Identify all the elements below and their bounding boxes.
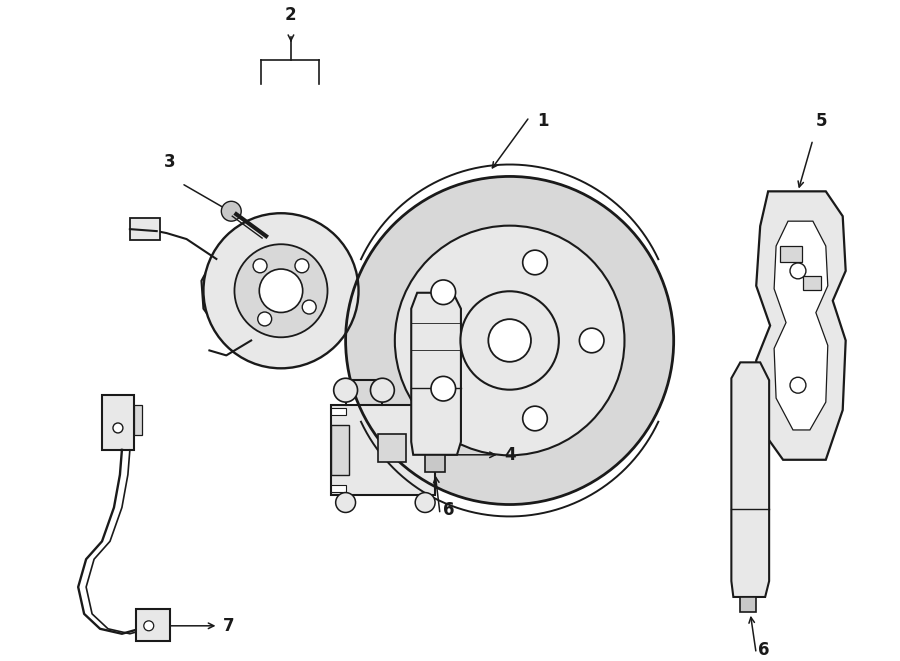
Circle shape: [790, 263, 806, 279]
Bar: [130, 218, 159, 240]
Bar: [378, 434, 406, 462]
Polygon shape: [732, 362, 770, 597]
Bar: [330, 405, 435, 494]
Polygon shape: [346, 176, 674, 504]
Circle shape: [580, 328, 604, 353]
Circle shape: [259, 269, 302, 313]
Circle shape: [113, 423, 123, 433]
Circle shape: [235, 244, 328, 337]
Circle shape: [203, 214, 358, 368]
Text: 6: 6: [443, 502, 454, 520]
Text: 2: 2: [285, 7, 297, 24]
Bar: [330, 425, 348, 475]
Polygon shape: [330, 408, 346, 415]
Polygon shape: [425, 455, 445, 472]
Circle shape: [523, 250, 547, 275]
Circle shape: [295, 259, 309, 273]
Text: 5: 5: [816, 112, 827, 130]
Bar: [102, 395, 134, 450]
Circle shape: [334, 378, 357, 402]
Text: 1: 1: [537, 112, 549, 130]
Polygon shape: [330, 485, 346, 492]
Circle shape: [461, 292, 559, 390]
Circle shape: [790, 377, 806, 393]
Polygon shape: [741, 597, 756, 612]
Circle shape: [336, 492, 356, 512]
Circle shape: [415, 492, 435, 512]
Bar: [803, 276, 821, 290]
Bar: [780, 246, 802, 262]
Polygon shape: [756, 191, 846, 460]
Circle shape: [395, 225, 625, 455]
Circle shape: [144, 621, 154, 631]
Circle shape: [257, 312, 272, 326]
Circle shape: [302, 300, 316, 314]
Circle shape: [221, 202, 241, 221]
Text: 3: 3: [164, 153, 176, 171]
Text: 7: 7: [223, 617, 235, 635]
Circle shape: [489, 319, 531, 362]
Text: 4: 4: [505, 446, 517, 464]
Bar: [136, 609, 169, 641]
Circle shape: [431, 280, 455, 305]
Circle shape: [253, 259, 267, 273]
Circle shape: [523, 406, 547, 431]
Text: 6: 6: [758, 641, 770, 658]
Bar: [134, 405, 142, 435]
Circle shape: [371, 378, 394, 402]
Polygon shape: [774, 221, 828, 430]
Polygon shape: [202, 243, 296, 342]
Polygon shape: [411, 293, 461, 455]
Circle shape: [431, 376, 455, 401]
